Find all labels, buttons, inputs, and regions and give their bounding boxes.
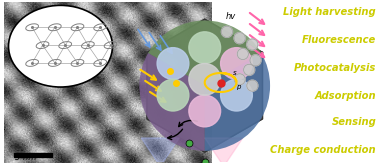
Text: Charge conduction: Charge conduction bbox=[271, 145, 376, 155]
Text: Sensing: Sensing bbox=[332, 117, 376, 127]
Text: Adsorption: Adsorption bbox=[314, 91, 376, 101]
Text: Light harvesting: Light harvesting bbox=[284, 7, 376, 16]
Text: Fluorescence: Fluorescence bbox=[302, 35, 376, 45]
Text: Photocatalysis: Photocatalysis bbox=[294, 63, 376, 73]
